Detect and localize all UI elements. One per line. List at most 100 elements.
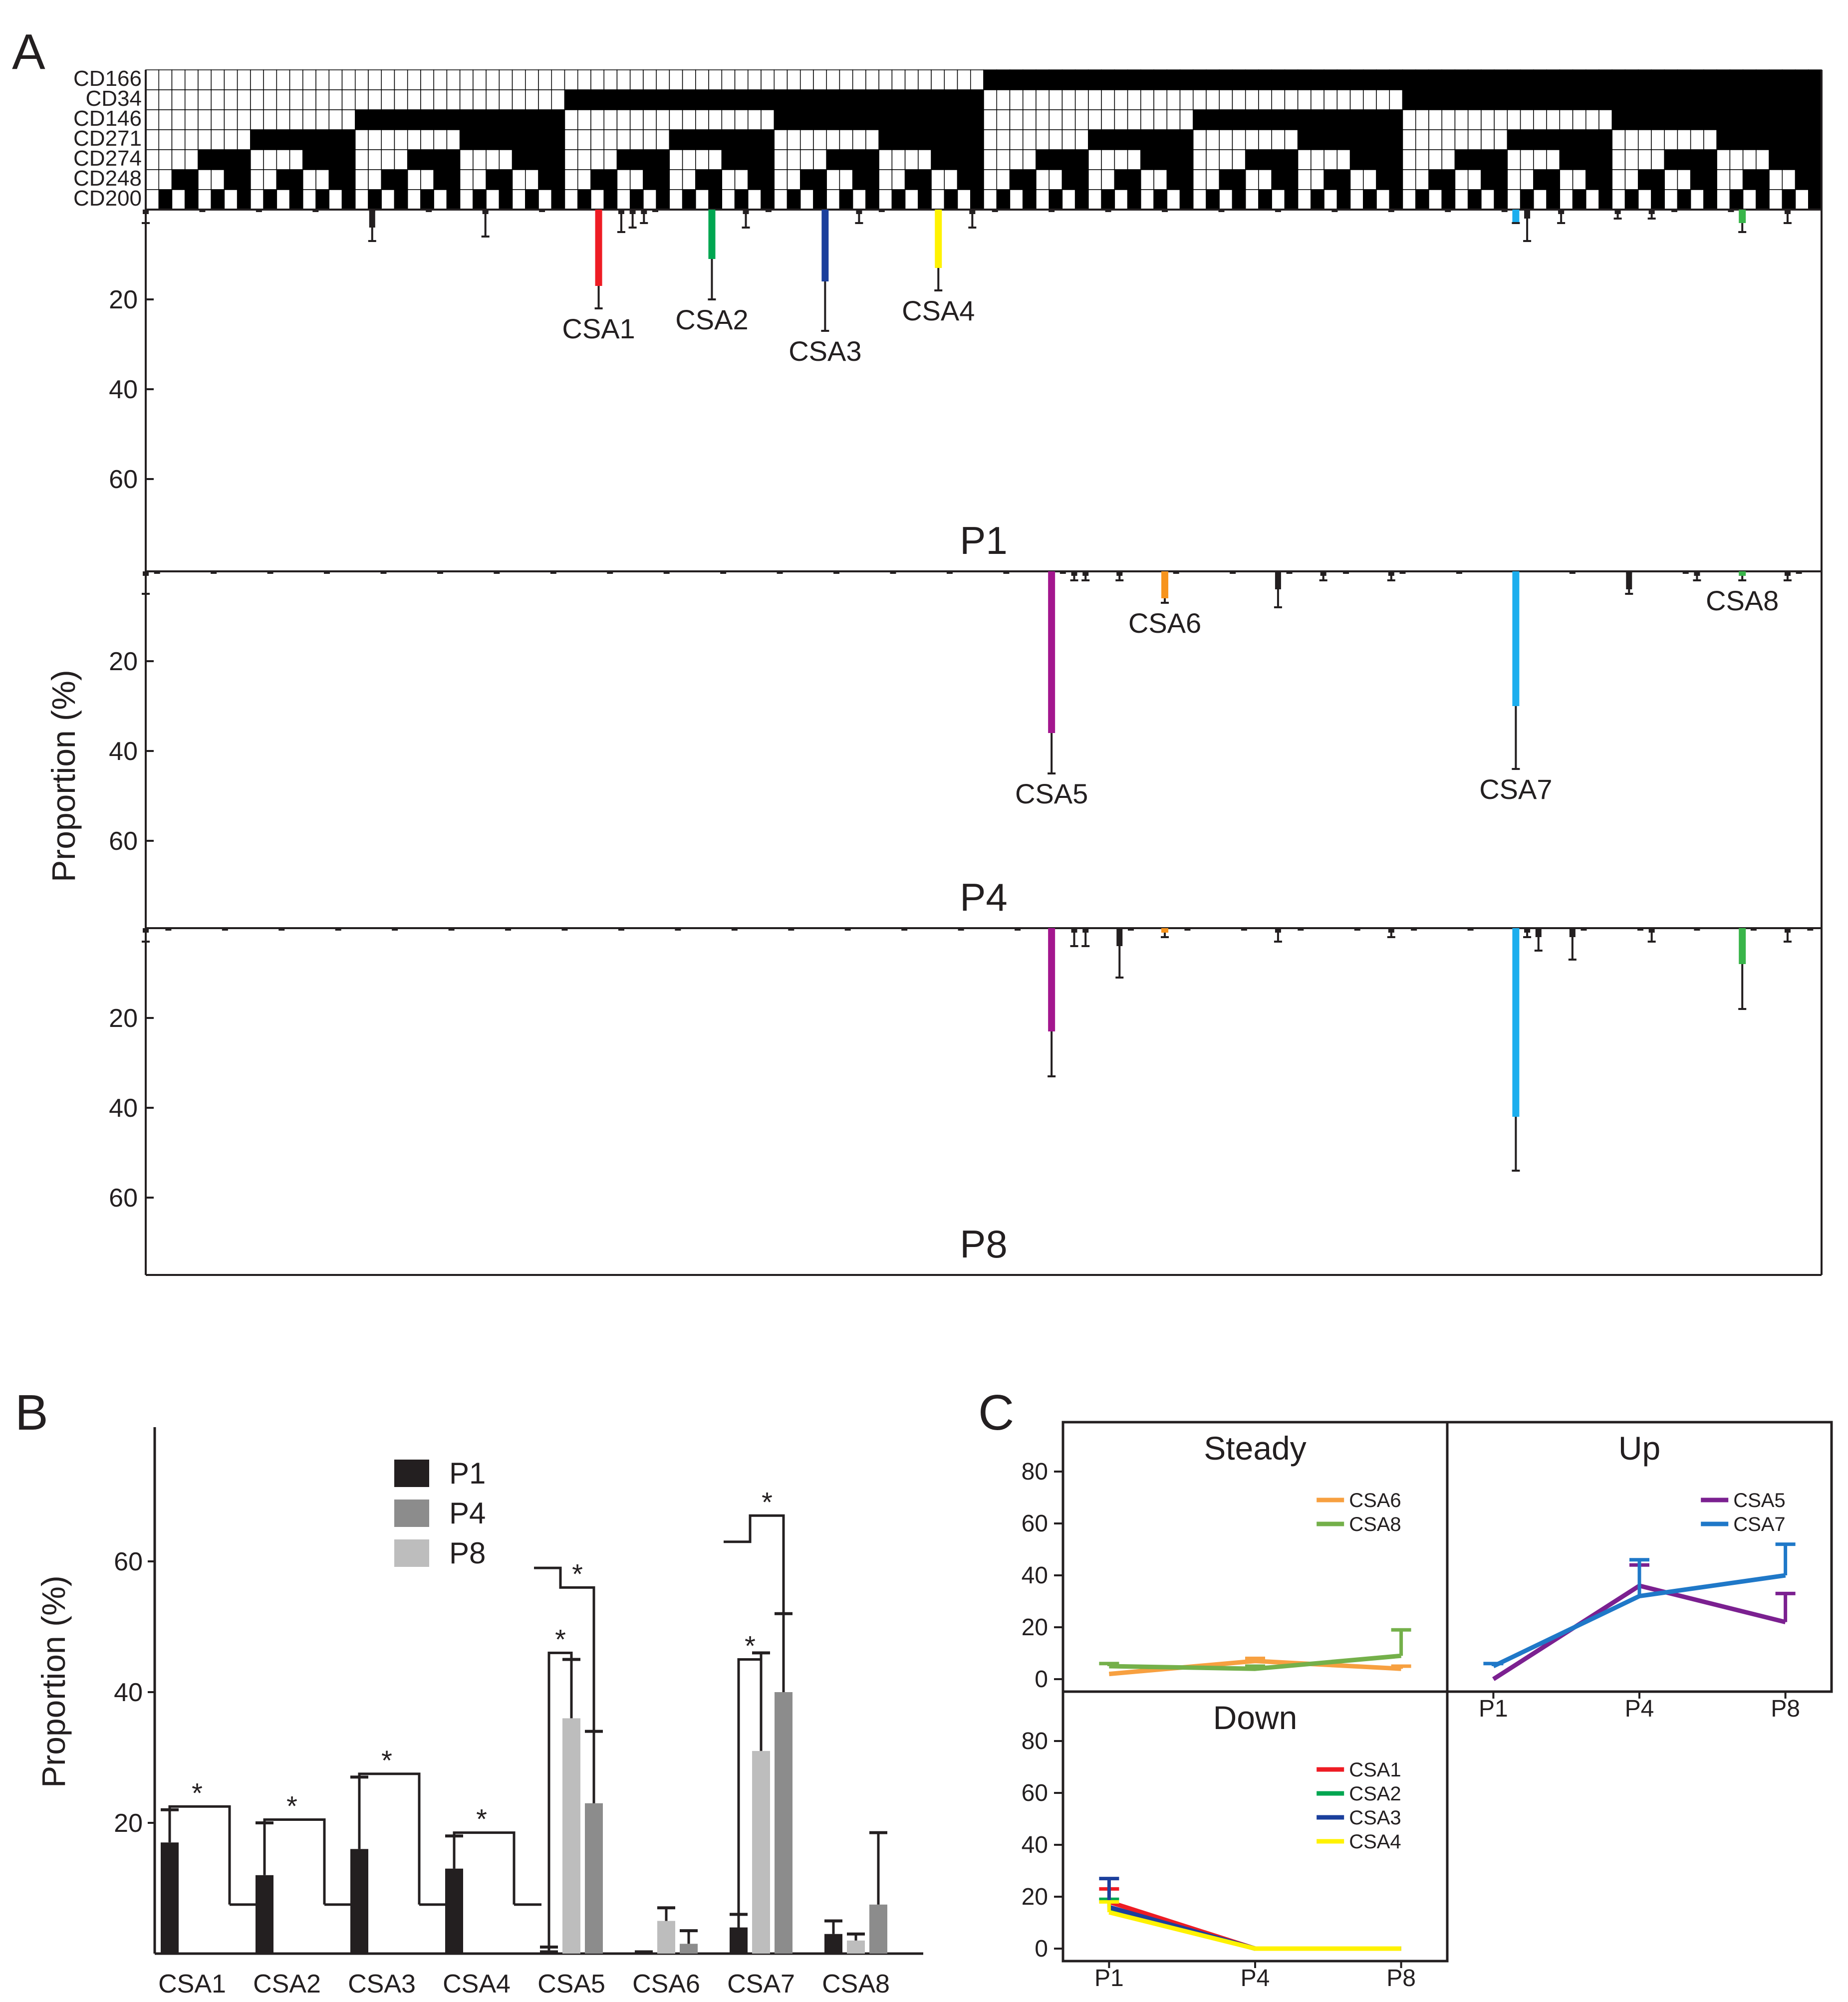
grid-cell	[1074, 169, 1089, 190]
grid-cell	[1245, 109, 1259, 130]
grid-cell	[263, 129, 277, 150]
grid-cell	[1009, 149, 1024, 170]
grid-cell	[1467, 129, 1482, 150]
grid-cell	[1271, 189, 1286, 210]
grid-cell	[341, 129, 356, 150]
significance-bracket	[358, 1772, 447, 1906]
baseline-bar	[1343, 571, 1349, 574]
grid-cell	[616, 189, 631, 210]
grid-cell	[1140, 129, 1154, 150]
grid-cell	[276, 149, 290, 170]
grid-cell	[1036, 129, 1050, 150]
grid-cell	[813, 109, 827, 130]
series-line-csa3	[1108, 1905, 1401, 1951]
grid-cell	[538, 89, 552, 110]
grid-cell	[433, 89, 448, 110]
grid-cell	[525, 169, 539, 190]
marker-label-cd248: CD248	[73, 166, 142, 191]
grid-cell	[590, 109, 604, 130]
grid-cell	[1598, 189, 1612, 210]
grid-cell	[1559, 169, 1574, 190]
grid-cell	[918, 69, 932, 90]
grid-cell	[538, 69, 552, 90]
grid-cell	[983, 129, 997, 150]
grid-cell	[603, 129, 618, 150]
grid-cell	[368, 129, 382, 150]
grid-cell	[656, 129, 670, 150]
grid-cell	[1415, 149, 1429, 170]
grid-cell	[198, 109, 212, 130]
minor-bar	[143, 210, 149, 214]
grid-cell	[1729, 149, 1744, 170]
grid-cell	[407, 129, 421, 150]
grid-cell	[1311, 109, 1324, 130]
grid-cell	[1074, 69, 1089, 90]
grid-cell	[1559, 69, 1574, 90]
grid-cell	[1598, 109, 1612, 130]
grid-cell	[473, 69, 487, 90]
grid-cell	[1716, 69, 1731, 90]
minor-bar	[1524, 210, 1531, 219]
grid-cell	[629, 189, 644, 210]
grid-cell	[1127, 129, 1141, 150]
grid-cell	[682, 169, 696, 190]
baseline-bar	[1331, 210, 1338, 212]
grid-cell	[1061, 129, 1076, 150]
grid-cell	[1402, 69, 1416, 90]
grid-cell	[1782, 189, 1796, 210]
grid-cell	[1114, 89, 1128, 110]
grid-cell	[1795, 69, 1809, 90]
grid-cell	[1690, 149, 1704, 170]
grid-cell	[1153, 109, 1168, 130]
grid-cell	[983, 149, 997, 170]
grid-cell	[551, 189, 565, 210]
grid-cell	[263, 89, 277, 110]
legend-label-p4: P4	[449, 1497, 486, 1530]
grid-cell	[1677, 109, 1691, 130]
baseline-bar	[618, 928, 624, 931]
grid-cell	[799, 109, 814, 130]
grid-cell	[931, 89, 945, 110]
grid-cell	[1389, 69, 1403, 90]
grid-cell	[669, 129, 683, 150]
grid-cell	[1349, 69, 1364, 90]
grid-cell	[970, 129, 984, 150]
grid-cell	[512, 89, 526, 110]
grid-cell	[761, 129, 775, 150]
grid-cell	[499, 149, 513, 170]
grid-cell	[1703, 189, 1717, 210]
grid-cell	[1651, 189, 1665, 210]
subplot-title: Down	[1213, 1699, 1298, 1736]
grid-cell	[446, 189, 461, 210]
y-tick-label: 60	[109, 827, 138, 856]
grid-cell	[1297, 189, 1312, 210]
bar-csa8	[1739, 571, 1746, 576]
grid-cell	[1074, 109, 1089, 130]
grid-cell	[865, 149, 879, 170]
grid-cell	[1389, 129, 1403, 150]
grid-cell	[669, 189, 683, 210]
grid-cell	[355, 89, 369, 110]
grid-cell	[433, 129, 448, 150]
minor-bar	[1275, 928, 1281, 933]
grid-cell	[1363, 169, 1377, 190]
marker-row-cd34	[145, 89, 1822, 110]
grid-cell	[1271, 89, 1286, 110]
grid-cell	[1245, 89, 1259, 110]
baseline-bar	[765, 210, 772, 212]
grid-cell	[1193, 169, 1207, 190]
grid-cell	[1467, 189, 1482, 210]
minor-bar	[1071, 571, 1077, 576]
baseline-bar	[1173, 571, 1179, 574]
grid-cell	[1742, 169, 1757, 190]
grid-cell	[145, 69, 159, 90]
grid-cell	[158, 69, 173, 90]
minor-bar	[1784, 571, 1791, 576]
grid-cell	[250, 129, 264, 150]
grid-cell	[1742, 109, 1757, 130]
grid-cell	[774, 69, 788, 90]
grid-cell	[865, 169, 879, 190]
minor-bar	[143, 928, 149, 933]
grid-cell	[1428, 109, 1442, 130]
minor-bar	[618, 210, 624, 214]
